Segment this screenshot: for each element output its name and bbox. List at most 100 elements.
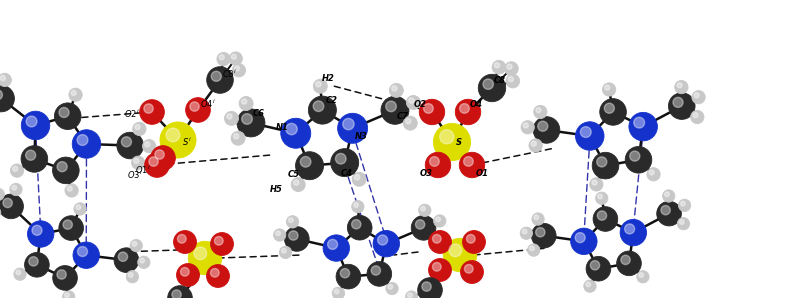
Circle shape: [662, 190, 674, 202]
Circle shape: [354, 175, 359, 180]
Circle shape: [74, 203, 86, 215]
Circle shape: [589, 178, 602, 191]
Circle shape: [300, 156, 310, 167]
Circle shape: [523, 123, 528, 128]
Circle shape: [351, 220, 360, 229]
Circle shape: [533, 215, 538, 220]
Circle shape: [286, 123, 297, 135]
Circle shape: [597, 211, 606, 220]
Circle shape: [29, 257, 38, 266]
Circle shape: [628, 112, 657, 141]
Circle shape: [527, 244, 539, 256]
Circle shape: [57, 270, 67, 279]
Circle shape: [144, 142, 150, 147]
Circle shape: [585, 256, 610, 281]
Circle shape: [508, 77, 512, 82]
Circle shape: [342, 118, 354, 130]
Circle shape: [65, 293, 69, 297]
Circle shape: [431, 233, 443, 245]
Circle shape: [407, 293, 411, 298]
Circle shape: [604, 103, 614, 113]
Circle shape: [25, 252, 49, 277]
Circle shape: [691, 91, 704, 104]
Circle shape: [648, 170, 654, 175]
Circle shape: [281, 118, 310, 148]
Circle shape: [636, 271, 648, 283]
Circle shape: [148, 157, 158, 166]
Circle shape: [322, 235, 349, 261]
Circle shape: [188, 241, 221, 275]
Text: C4: C4: [340, 169, 352, 178]
Circle shape: [10, 183, 22, 195]
Circle shape: [144, 153, 169, 177]
Circle shape: [73, 242, 99, 268]
Circle shape: [646, 168, 659, 181]
Circle shape: [506, 64, 512, 69]
Circle shape: [210, 268, 219, 277]
Text: $S^i$: $S^i$: [182, 136, 192, 148]
Circle shape: [273, 229, 286, 241]
Circle shape: [189, 102, 199, 111]
Circle shape: [289, 231, 298, 240]
Circle shape: [529, 246, 533, 251]
Text: H2: H2: [322, 74, 334, 83]
Circle shape: [226, 114, 232, 119]
Circle shape: [439, 130, 453, 144]
Circle shape: [57, 162, 67, 172]
Circle shape: [574, 233, 585, 243]
Circle shape: [121, 137, 132, 147]
Circle shape: [206, 67, 233, 93]
Circle shape: [59, 216, 83, 240]
Circle shape: [275, 231, 280, 236]
Circle shape: [415, 220, 424, 229]
Circle shape: [433, 215, 445, 227]
Circle shape: [693, 93, 699, 98]
Circle shape: [211, 71, 221, 81]
Circle shape: [332, 287, 344, 298]
Circle shape: [225, 111, 238, 125]
Text: C2: C2: [325, 96, 337, 105]
Circle shape: [234, 66, 239, 71]
Circle shape: [337, 113, 367, 143]
Circle shape: [656, 201, 681, 226]
Circle shape: [351, 172, 366, 186]
Circle shape: [419, 99, 444, 125]
Circle shape: [520, 227, 532, 239]
Circle shape: [580, 127, 590, 137]
Circle shape: [142, 139, 156, 153]
Circle shape: [448, 244, 461, 257]
Circle shape: [340, 268, 349, 278]
Circle shape: [531, 224, 556, 248]
Circle shape: [455, 99, 480, 125]
Circle shape: [575, 122, 603, 150]
Text: O3: O3: [419, 169, 432, 178]
Circle shape: [65, 184, 78, 197]
Circle shape: [282, 248, 286, 253]
Circle shape: [418, 204, 431, 216]
Circle shape: [421, 282, 431, 291]
Circle shape: [71, 90, 76, 95]
Circle shape: [12, 185, 17, 190]
Text: $O2^i$: $O2^i$: [124, 108, 140, 120]
Circle shape: [0, 85, 14, 112]
Circle shape: [535, 108, 541, 113]
Circle shape: [679, 201, 684, 206]
Circle shape: [391, 86, 396, 91]
Circle shape: [435, 217, 439, 222]
Circle shape: [16, 270, 21, 275]
Circle shape: [63, 220, 72, 229]
Circle shape: [620, 255, 630, 265]
Circle shape: [330, 149, 358, 177]
Circle shape: [315, 82, 321, 87]
Circle shape: [0, 90, 2, 100]
Text: S: S: [456, 138, 461, 147]
Circle shape: [336, 264, 360, 289]
Circle shape: [229, 52, 242, 65]
Circle shape: [137, 256, 150, 268]
Circle shape: [140, 258, 144, 263]
Circle shape: [53, 266, 77, 290]
Circle shape: [241, 114, 252, 124]
Circle shape: [463, 156, 472, 166]
Circle shape: [214, 236, 223, 245]
Circle shape: [624, 224, 634, 234]
